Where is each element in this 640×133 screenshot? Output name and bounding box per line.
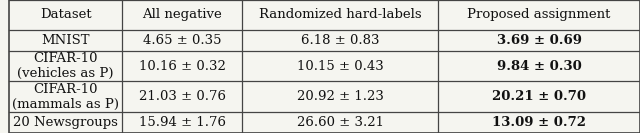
Text: CIFAR-10
(mammals as P): CIFAR-10 (mammals as P) <box>12 83 119 111</box>
Text: Proposed assignment: Proposed assignment <box>467 8 611 21</box>
Text: 3.69 ± 0.69: 3.69 ± 0.69 <box>497 34 582 47</box>
Text: 13.09 ± 0.72: 13.09 ± 0.72 <box>492 116 586 129</box>
Text: 6.18 ± 0.83: 6.18 ± 0.83 <box>301 34 380 47</box>
Text: CIFAR-10
(vehicles as P): CIFAR-10 (vehicles as P) <box>17 52 114 80</box>
Text: 4.65 ± 0.35: 4.65 ± 0.35 <box>143 34 221 47</box>
Text: 15.94 ± 1.76: 15.94 ± 1.76 <box>139 116 226 129</box>
FancyBboxPatch shape <box>9 0 640 133</box>
Text: 20.92 ± 1.23: 20.92 ± 1.23 <box>297 90 383 103</box>
Text: MNIST: MNIST <box>42 34 90 47</box>
Text: 20.21 ± 0.70: 20.21 ± 0.70 <box>492 90 586 103</box>
Text: 26.60 ± 3.21: 26.60 ± 3.21 <box>297 116 384 129</box>
Text: 10.15 ± 0.43: 10.15 ± 0.43 <box>297 60 383 73</box>
Text: All negative: All negative <box>143 8 222 21</box>
Text: 21.03 ± 0.76: 21.03 ± 0.76 <box>139 90 226 103</box>
Text: 9.84 ± 0.30: 9.84 ± 0.30 <box>497 60 581 73</box>
Text: 20 Newsgroups: 20 Newsgroups <box>13 116 118 129</box>
Text: Dataset: Dataset <box>40 8 92 21</box>
Text: Randomized hard-labels: Randomized hard-labels <box>259 8 422 21</box>
Text: 10.16 ± 0.32: 10.16 ± 0.32 <box>139 60 226 73</box>
